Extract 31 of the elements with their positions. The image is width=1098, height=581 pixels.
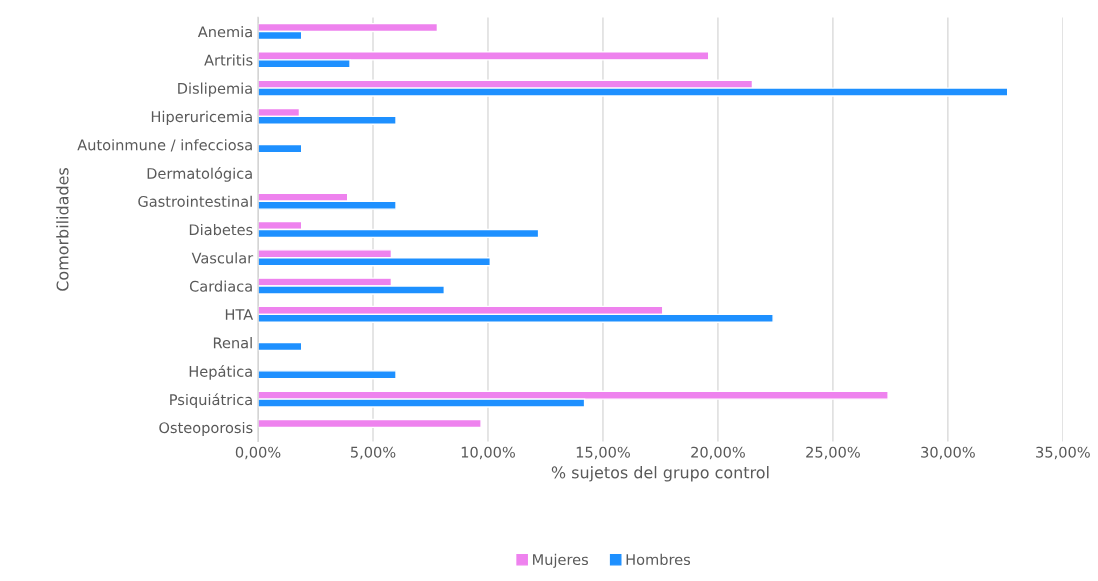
x-tick-label: 30,00% — [921, 446, 975, 460]
y-axis-title: Comorbilidades — [56, 168, 69, 291]
y-tick-label: Hiperuricemia — [151, 110, 252, 125]
bar — [258, 341, 303, 352]
bar — [258, 418, 482, 429]
y-tick-label: Renal — [213, 337, 252, 349]
y-tick-label: Artritis — [204, 54, 253, 66]
x-tick-label: 10,00% — [461, 446, 515, 460]
x-tick-label: 20,00% — [691, 446, 745, 460]
y-tick-label: Gastrointestinal — [138, 195, 252, 207]
x-tick-label: 35,00% — [1036, 446, 1090, 460]
x-tick-label: 5,00% — [350, 446, 396, 460]
y-tick-label: Cardiaca — [189, 280, 252, 292]
legend-label: Hombres — [626, 553, 691, 566]
legend-label: Mujeres — [533, 553, 588, 568]
y-tick-label: Dermatológica — [147, 167, 252, 182]
y-tick-label: Dislipemia — [178, 82, 252, 97]
y-tick-label: Vascular — [191, 252, 254, 264]
x-axis-title: % sujetos del grupo control — [551, 466, 769, 482]
y-tick-label: Psiquiátrica — [170, 393, 252, 409]
y-tick-label: Hepática — [189, 365, 252, 380]
x-tick-label: 15,00% — [576, 446, 630, 460]
y-tick-label: HTA — [225, 309, 254, 320]
y-tick-label: Osteoporosis — [159, 421, 253, 436]
y-tick-label: Anemia — [197, 26, 252, 38]
y-tick-label: Autoinmune / infecciosa — [77, 139, 252, 152]
y-tick-label: Diabetes — [189, 223, 253, 236]
x-tick-label: 0,00% — [235, 446, 281, 460]
bar — [258, 143, 303, 154]
bar — [258, 370, 397, 380]
x-tick-label: 25,00% — [806, 446, 860, 460]
